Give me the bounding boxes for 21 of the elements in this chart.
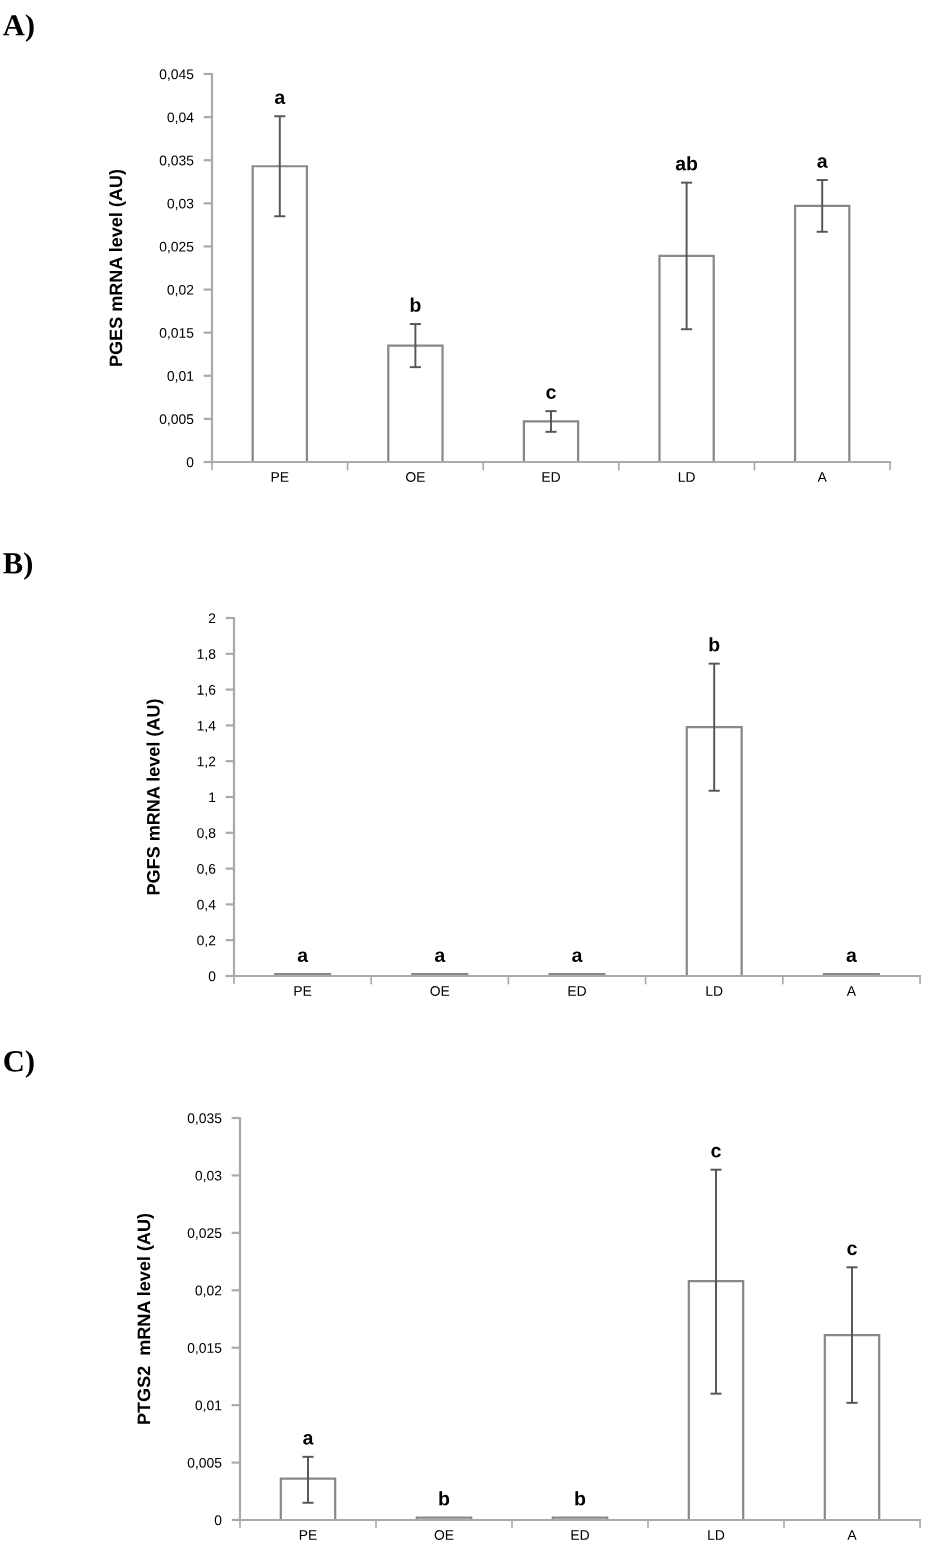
annotation: a: [274, 93, 286, 105]
y-axis-title: PGFS mRNA level (AU): [146, 699, 164, 895]
annotation: a: [846, 951, 857, 963]
annotation: b: [439, 1491, 450, 1506]
annotation: a: [297, 951, 309, 963]
y-axis-title: PTGS2 mRNA level (AU): [137, 1213, 154, 1424]
y-axis-title: PGES mRNA level (AU): [109, 169, 126, 366]
annotation: ab: [675, 156, 698, 171]
annotation: a: [434, 951, 446, 963]
annotation: c: [711, 1146, 721, 1158]
annotation: c: [546, 388, 556, 399]
annotation: b: [575, 1491, 586, 1506]
annotation: c: [847, 1244, 857, 1256]
annotation: b: [410, 297, 421, 312]
annotation: a: [817, 157, 828, 168]
chart-title: C): [4, 1050, 34, 1078]
chart-title: A): [3, 14, 34, 42]
annotation: a: [303, 1434, 314, 1445]
annotation: a: [572, 951, 583, 963]
chart-title: B): [3, 552, 32, 580]
annotation: b: [709, 637, 720, 652]
